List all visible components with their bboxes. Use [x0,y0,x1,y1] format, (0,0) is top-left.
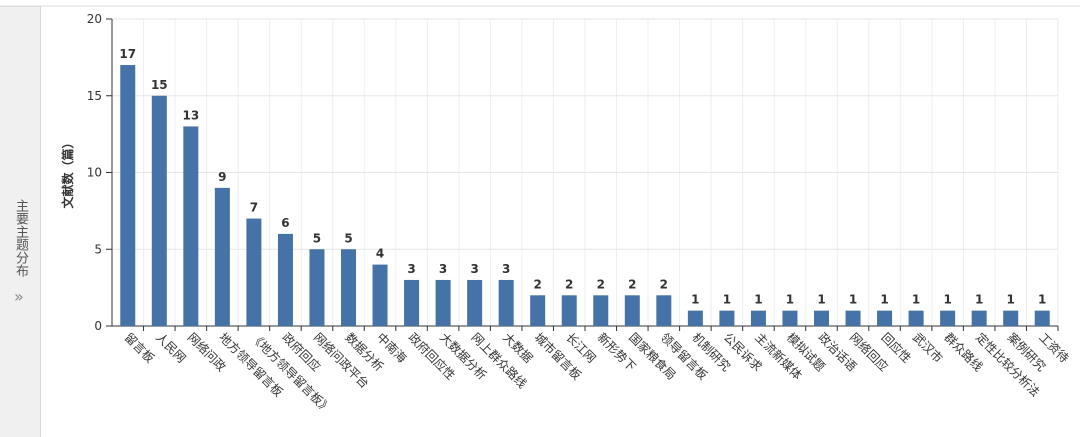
bar [940,310,956,326]
value-label: 7 [250,201,258,215]
value-label: 2 [597,277,605,291]
bar [1034,310,1050,326]
bar [971,310,987,326]
value-label: 1 [1007,293,1015,307]
value-label: 2 [565,277,573,291]
bar [214,187,230,326]
bar [467,279,483,326]
value-label: 5 [344,231,352,245]
y-tick-label: 5 [94,242,102,256]
bar [151,95,167,326]
value-label: 1 [754,293,762,307]
y-tick-label: 10 [87,166,102,180]
value-label: 1 [1038,293,1046,307]
bar [656,295,672,326]
bar [341,249,356,326]
value-label: 1 [691,293,699,307]
value-label: 1 [786,293,794,307]
bar [593,295,609,326]
value-label: 3 [407,262,415,276]
value-label: 1 [943,293,951,307]
bar [372,264,388,326]
bar [845,310,861,326]
value-label: 6 [281,216,289,230]
value-label: 1 [880,293,888,307]
value-label: 1 [723,293,731,307]
value-label: 15 [151,78,168,92]
bar [246,218,262,326]
side-panel[interactable]: 主要主题分布 » [0,6,41,437]
bar [687,310,703,326]
side-title[interactable]: 主要主题分布 [13,199,28,277]
value-label: 4 [376,247,384,261]
bar [530,295,546,326]
y-axis-label: 文献数（篇） [60,136,75,208]
bar [183,126,199,326]
y-tick-label: 20 [87,12,102,26]
bar [277,233,293,326]
bar [624,295,640,326]
value-label: 3 [502,262,510,276]
bar [404,279,420,326]
value-label: 5 [313,231,321,245]
value-label: 1 [817,293,825,307]
y-tick-label: 15 [87,89,102,103]
bar [1003,310,1019,326]
bar [120,65,136,327]
bar [309,249,325,326]
x-tick-label: 武汉市 [910,330,946,366]
value-label: 1 [912,293,920,307]
value-label: 13 [182,108,199,122]
y-tick-label: 0 [94,319,102,333]
bar [435,279,451,326]
value-label: 2 [628,277,636,291]
bar [561,295,577,326]
bar [750,310,766,326]
bar [877,310,893,326]
bar [908,310,924,326]
value-label: 1 [849,293,857,307]
bar [719,310,735,326]
x-tick-label: 人民网 [153,330,188,365]
value-label: 2 [660,277,668,291]
value-label: 2 [534,277,542,291]
expand-icon[interactable]: » [14,287,24,306]
value-label: 17 [119,47,136,61]
value-label: 1 [975,293,983,307]
bar [782,310,798,326]
bar [498,279,514,326]
value-label: 3 [439,262,447,276]
x-tick-label: 留言板 [122,330,157,365]
value-label: 3 [470,262,478,276]
bar [814,310,829,326]
value-label: 9 [218,170,226,184]
